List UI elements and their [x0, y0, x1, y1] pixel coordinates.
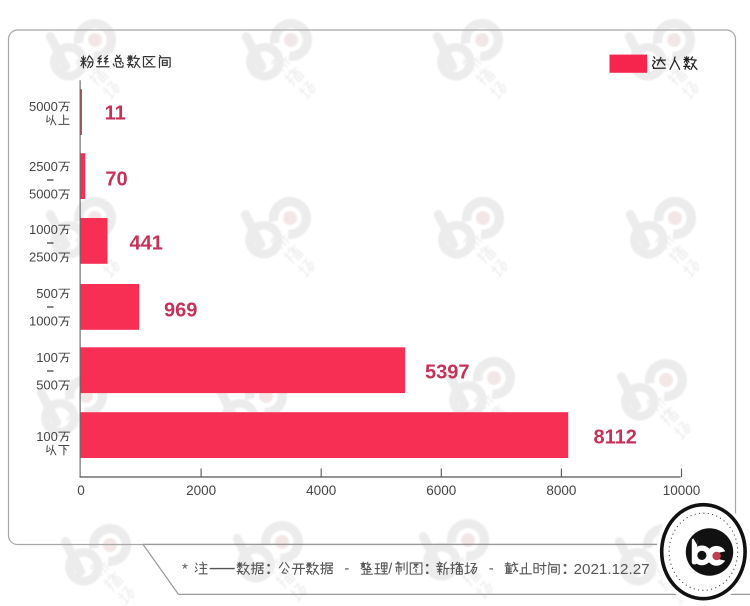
svg-text:5397: 5397	[425, 362, 470, 384]
svg-text:1000: 1000	[29, 222, 58, 237]
svg-text:*: *	[182, 561, 188, 578]
svg-text:4000: 4000	[306, 483, 336, 498]
svg-text:100: 100	[36, 350, 58, 365]
svg-text:969: 969	[164, 299, 197, 321]
svg-text:/: /	[388, 562, 393, 578]
svg-text:11: 11	[105, 102, 126, 124]
svg-text:2500: 2500	[29, 159, 58, 174]
svg-text:-: -	[489, 560, 494, 577]
svg-text:500: 500	[36, 378, 58, 393]
svg-text:2021.12.27: 2021.12.27	[574, 561, 650, 578]
svg-text:70: 70	[105, 168, 127, 190]
svg-text:5000: 5000	[29, 187, 58, 202]
svg-text:1000: 1000	[29, 314, 58, 329]
svg-text:6000: 6000	[426, 483, 456, 498]
svg-text:2000: 2000	[186, 483, 216, 498]
svg-text:2500: 2500	[29, 250, 58, 265]
svg-text:0: 0	[77, 483, 85, 498]
svg-text:5000: 5000	[29, 99, 58, 114]
svg-text:8112: 8112	[594, 426, 637, 448]
svg-text:500: 500	[36, 286, 58, 301]
svg-text:8000: 8000	[546, 483, 576, 498]
svg-text:441: 441	[130, 232, 163, 254]
svg-text:10000: 10000	[663, 483, 701, 498]
svg-text:100: 100	[36, 429, 58, 444]
svg-text:-: -	[344, 560, 349, 577]
